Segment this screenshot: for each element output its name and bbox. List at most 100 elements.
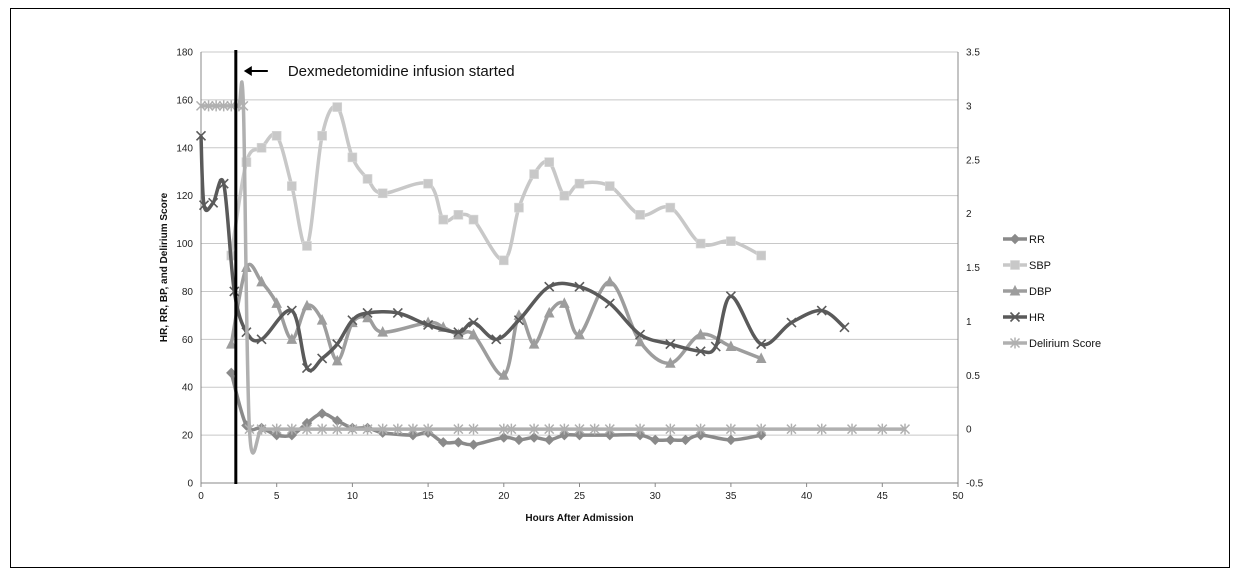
data-point [238,100,249,112]
data-point [528,432,540,443]
y-tick-label: 120 [176,191,193,202]
y-tick-label: 60 [182,335,194,346]
data-point [195,130,207,141]
data-point [225,338,237,349]
data-point [256,423,267,435]
data-point [513,434,525,446]
data-point [241,157,252,167]
data-point [710,341,721,352]
grid-lines [201,51,958,436]
data-point [347,423,358,435]
legend-item: Delirium Score [1003,337,1101,350]
data-point [665,357,676,368]
data-point [316,314,328,325]
data-point [198,200,210,211]
series-line [201,80,906,455]
data-point [574,429,585,441]
legend-label: Delirium Score [1029,338,1101,350]
y2-tick-label: 0 [966,425,972,436]
data-point [256,142,267,153]
data-point [423,178,433,189]
series-line [229,104,762,263]
x-tick-label: 35 [725,491,737,502]
y2-tick-label: 3 [966,101,972,112]
x-tick-label: 50 [952,491,964,502]
data-point [635,423,646,435]
data-point [589,423,600,435]
data-point [725,291,736,302]
x-tick-label: 0 [198,491,204,502]
x-axis-title: Hours After Admission [525,513,633,524]
data-point [816,423,827,435]
data-point [559,297,570,308]
data-point [634,329,646,340]
data-point [195,100,207,112]
data-point [513,315,525,326]
data-point [725,423,736,435]
legend-marker [1009,233,1021,245]
data-point [226,367,237,379]
legend-item: DBP [1003,284,1052,298]
x-tick-label: 25 [574,491,586,502]
data-point [317,131,327,141]
data-point [544,423,555,435]
data-point [559,423,570,435]
data-point [665,434,676,446]
y-tick-label: 0 [187,479,193,490]
data-point [491,334,502,345]
annotation: Dexmedetomidine infusion started [234,50,515,484]
series-delirium-score [195,80,911,455]
series-hr [195,130,850,374]
y2-tick-label: 2 [966,209,972,220]
y-tick-label: 160 [176,95,193,106]
series-dbp [225,261,767,380]
data-point [287,181,297,191]
legend-marker [1009,337,1021,349]
series-sbp [226,102,766,266]
series-line [229,262,762,377]
data-point [726,236,736,246]
data-point [528,338,540,349]
data-point [649,434,661,446]
legend-label: HR [1029,312,1045,324]
y2-tick-label: 2.5 [966,155,980,166]
data-point [362,311,373,323]
data-point [468,439,479,450]
data-point [331,354,343,366]
data-point [725,340,737,352]
data-point [695,328,706,340]
data-point [301,423,313,435]
data-point [316,408,328,419]
legend-label: DBP [1029,286,1052,298]
data-point [218,178,229,189]
data-point [899,423,911,435]
data-point [362,174,373,184]
legend-item: SBP [1003,260,1051,272]
data-point [271,297,283,308]
data-point [574,423,585,435]
y-tick-label: 20 [182,431,194,442]
data-point [665,202,676,213]
data-point [877,423,888,435]
data-point [498,369,510,380]
y-tick-label: 100 [176,239,193,250]
series-line [199,135,846,373]
data-point [271,131,282,141]
data-point [377,326,388,337]
y2-tick-label: 0.5 [966,371,980,382]
data-point [362,423,373,435]
data-point [438,214,449,225]
data-point [377,188,388,199]
data-point [695,238,706,249]
x-tick-label: 45 [877,491,889,502]
data-point [604,181,615,191]
y-tick-label: 80 [182,287,194,298]
series-line [229,372,762,447]
data-point [665,339,676,350]
data-point [301,299,313,311]
data-point [453,327,464,338]
data-point [635,210,645,220]
legend-marker [1009,311,1021,323]
data-point [332,423,343,435]
series-lines [195,80,911,455]
